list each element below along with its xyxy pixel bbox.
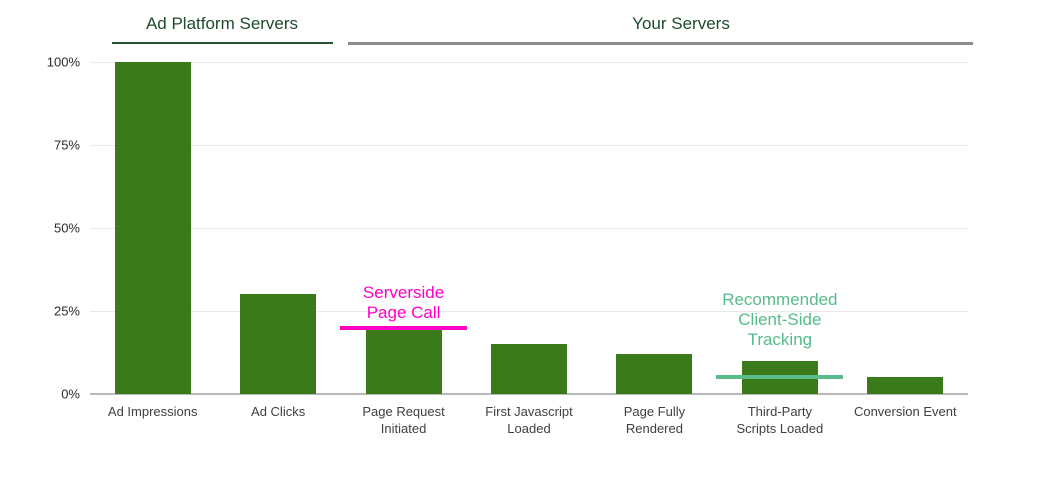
x-axis-label-page-fully-rendered: Page Fully Rendered [623,404,686,436]
y-axis-tick-75%: 75% [53,137,80,153]
annotation-recommended-client-side-tracking: Recommended Client-Side Tracking [722,290,838,349]
x-axis-label-first-javascript-loaded: First Javascript Loaded [485,404,573,436]
bar-page-fully-rendered [616,354,693,394]
bar-ad-clicks [240,294,317,394]
section-header-your-servers: Your Servers [632,14,730,33]
bar-first-javascript-loaded [491,344,567,394]
bar-ad-impressions [114,62,191,394]
annotation-line-recommended-client-side-tracking [716,375,844,380]
section-underline-ad-platform-servers [112,42,333,44]
gridline-100% [90,62,968,63]
x-axis-label-page-request-initiated: Page Request Initiated [362,404,445,436]
y-axis-tick-25%: 25% [53,303,80,319]
x-axis-label-third-party-scripts-loaded: Third-Party Scripts Loaded [736,404,824,436]
annotation-line-serverside-page-call [340,325,468,330]
gridline-25% [90,311,968,312]
x-axis-line [90,393,968,395]
gridline-75% [90,145,968,146]
bar-conversion-event [867,377,944,394]
x-axis-label-ad-impressions: Ad Impressions [107,404,198,419]
bar-page-request-initiated [365,327,442,394]
y-axis-tick-100%: 100% [46,54,80,70]
y-axis-tick-50%: 50% [53,220,80,236]
gridline-50% [90,228,968,229]
y-axis-tick-0%: 0% [61,386,80,402]
x-axis-label-conversion-event: Conversion Event [853,404,957,419]
x-axis-label-ad-clicks: Ad Clicks [251,404,306,419]
annotation-serverside-page-call: Serverside Page Call [362,283,445,322]
section-underline-your-servers [348,42,973,45]
section-header-ad-platform-servers: Ad Platform Servers [145,14,299,33]
